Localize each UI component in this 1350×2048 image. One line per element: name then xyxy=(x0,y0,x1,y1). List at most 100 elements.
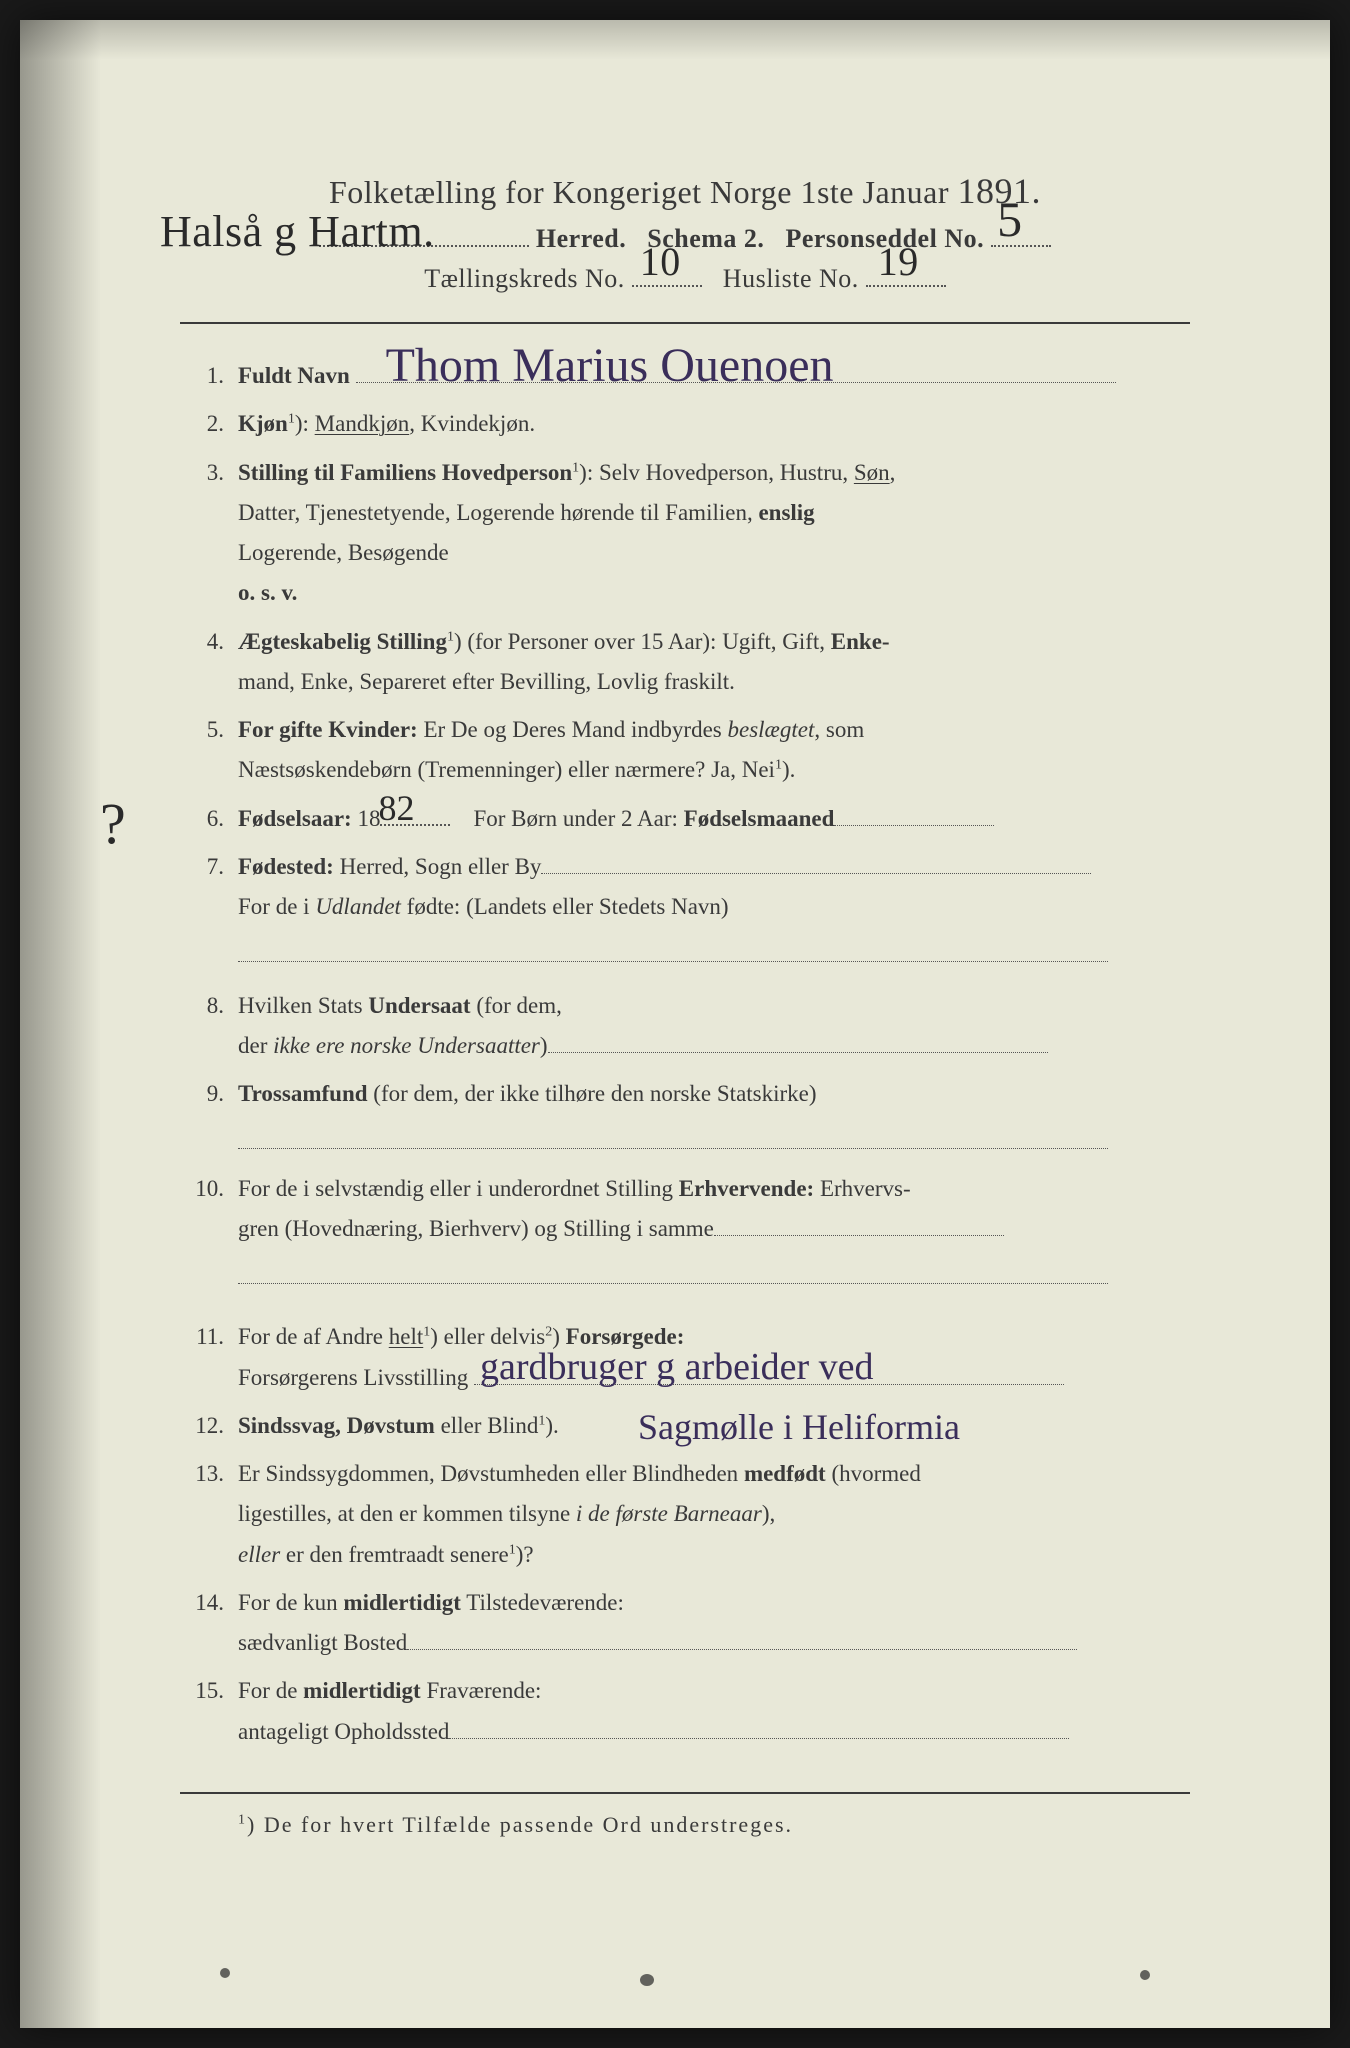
item-8-end: ) xyxy=(540,1033,548,1058)
item-3-enslig: enslig xyxy=(758,500,814,525)
item-13-medf: medfødt xyxy=(744,1461,826,1486)
item-13-ide: i de første Barneaar xyxy=(576,1501,762,1526)
item-11-mid2: ) xyxy=(552,1324,565,1349)
item-8-label: Undersaat xyxy=(368,993,470,1018)
item-6-prefix: 18 xyxy=(352,806,381,831)
footnote-text: ) De for hvert Tilfælde passende Ord und… xyxy=(247,1812,793,1837)
schema-label: Schema 2. xyxy=(647,224,764,253)
birthmonth-blank xyxy=(834,825,994,826)
item-15-num: 15. xyxy=(180,1671,238,1752)
item-4-label: Ægteskabelig Stilling xyxy=(238,629,447,654)
item-12-end: ). xyxy=(545,1413,558,1438)
birthplace-blank xyxy=(541,873,1091,874)
item-6-num: 6. xyxy=(180,799,238,839)
item-8-l1b: (for dem, xyxy=(471,993,562,1018)
item-11-mid: ) eller delvis xyxy=(430,1324,545,1349)
item-3-num: 3. xyxy=(180,453,238,614)
item-4-num: 4. xyxy=(180,622,238,703)
item-5-l2: Næstsøskendebørn (Tremenninger) eller næ… xyxy=(238,757,775,782)
item-10-num: 10. xyxy=(180,1169,238,1250)
religion-blank xyxy=(238,1148,1108,1149)
occupation-blank2 xyxy=(238,1283,1108,1284)
margin-question-mark: ? xyxy=(100,790,126,857)
item-2-label: Kjøn xyxy=(238,411,288,436)
item-1: 1. Fuldt Navn Thom Marius Ouenoen xyxy=(180,356,1190,396)
header-title-line: Folketælling for Kongeriget Norge 1ste J… xyxy=(180,170,1190,212)
item-13-end: )? xyxy=(516,1542,534,1567)
item-1-label: Fuldt Navn xyxy=(238,363,350,388)
item-8-num: 8. xyxy=(180,986,238,1067)
item-15-mid: midlertidigt xyxy=(303,1678,421,1703)
item-11-l1: For de af Andre xyxy=(238,1324,389,1349)
item-6-label2: Fødselsmaaned xyxy=(684,806,835,831)
item-5-label: For gifte Kvinder: xyxy=(238,717,418,742)
occupation-blank xyxy=(714,1235,1004,1236)
item-9: 9. Trossamfund (for dem, der ikke tilhør… xyxy=(180,1074,1190,1114)
item-1-num: 1. xyxy=(180,356,238,396)
item-3: 3. Stilling til Familiens Hovedperson1):… xyxy=(180,453,1190,614)
item-7-l1: Herred, Sogn eller By xyxy=(334,854,542,879)
item-6-label: Fødselsaar: xyxy=(238,806,352,831)
name-handwriting: Thom Marius Ouenoen xyxy=(386,324,834,408)
divider-top xyxy=(180,322,1190,324)
item-10-l2: gren (Hovednæring, Bierhverv) og Stillin… xyxy=(238,1216,714,1241)
item-4-enke: Enke- xyxy=(831,629,890,654)
personseddel-blank xyxy=(991,245,1051,247)
item-13: 13. Er Sindssygdommen, Døvstumheden elle… xyxy=(180,1454,1190,1575)
residence-blank xyxy=(407,1649,1077,1650)
item-10-fill xyxy=(180,1257,1190,1297)
item-7-udl: Udlandet xyxy=(315,894,401,919)
item-2-text: ): Mandkjøn, Kvindekjøn. xyxy=(295,411,535,436)
item-12-num: 12. xyxy=(180,1406,238,1446)
item-6: 6. Fødselsaar: 1882 For Børn under 2 Aar… xyxy=(180,799,1190,839)
header-title: Folketælling for Kongeriget Norge 1ste J… xyxy=(329,174,949,210)
item-5-sup: 1 xyxy=(775,758,782,773)
item-5-num: 5. xyxy=(180,710,238,791)
item-12-blind: Blind xyxy=(487,1413,538,1438)
kreds-blank xyxy=(632,285,702,287)
item-11-l2: Forsørgerens Livsstilling xyxy=(238,1365,468,1390)
item-13-l2b: ), xyxy=(762,1501,775,1526)
kreds-label: Tællingskreds No. xyxy=(424,264,625,293)
shadow-top xyxy=(20,20,1330,60)
item-2-sup: 1 xyxy=(288,412,295,427)
item-9-label: Trossamfund xyxy=(238,1081,368,1106)
item-3-l4: o. s. v. xyxy=(238,580,297,605)
citizen-blank xyxy=(548,1052,1048,1053)
item-14-l1b: Tilstedeværende: xyxy=(461,1590,624,1615)
item-14-l2: sædvanligt Bosted xyxy=(238,1630,407,1655)
item-7-l2: For de i xyxy=(238,894,315,919)
form-items: 1. Fuldt Navn Thom Marius Ouenoen 2. Kjø… xyxy=(180,356,1190,1752)
item-5-besl: beslægtet xyxy=(727,717,814,742)
item-5-som: , som xyxy=(814,717,864,742)
whereabouts-blank xyxy=(449,1738,1069,1739)
item-9-l1: (for dem, der ikke tilhøre den norske St… xyxy=(368,1081,817,1106)
item-4: 4. Ægteskabelig Stilling1) (for Personer… xyxy=(180,622,1190,703)
disability-hw: Sagmølle i Heliformia xyxy=(638,1396,960,1459)
foreign-blank xyxy=(238,961,1108,962)
item-12-label: Sindssvag, Døvstum xyxy=(238,1413,435,1438)
birthyear-blank xyxy=(380,824,450,826)
item-3-l2: Datter, Tjenestetyende, Logerende hørend… xyxy=(238,500,758,525)
item-9-fill xyxy=(180,1122,1190,1162)
item-10: 10. For de i selvstændig eller i underor… xyxy=(180,1169,1190,1250)
item-14: 14. For de kun midlertidigt Tilstedevære… xyxy=(180,1583,1190,1664)
item-12-mid: eller xyxy=(435,1413,487,1438)
shadow-left xyxy=(20,20,110,2028)
item-9-num: 9. xyxy=(180,1074,238,1114)
item-13-num: 13. xyxy=(180,1454,238,1575)
ink-smudge xyxy=(220,1968,230,1978)
item-5-end: ). xyxy=(782,757,795,782)
item-2-num: 2. xyxy=(180,404,238,444)
item-7-l2b: fødte: (Landets eller Stedets Navn) xyxy=(401,894,729,919)
herred-label: Herred. xyxy=(536,224,626,253)
name-blank xyxy=(356,382,1116,383)
item-5-l1: Er De og Deres Mand indbyrdes xyxy=(418,717,728,742)
item-13-l1: Er Sindssygdommen, Døvstumheden eller Bl… xyxy=(238,1461,744,1486)
item-15: 15. For de midlertidigt Fraværende: anta… xyxy=(180,1671,1190,1752)
ink-smudge xyxy=(1140,1970,1150,1980)
provider-blank xyxy=(474,1384,1064,1385)
item-15-l1: For de xyxy=(238,1678,303,1703)
ink-smudge xyxy=(640,1974,654,1986)
item-7: 7. Fødested: Herred, Sogn eller By For d… xyxy=(180,847,1190,928)
